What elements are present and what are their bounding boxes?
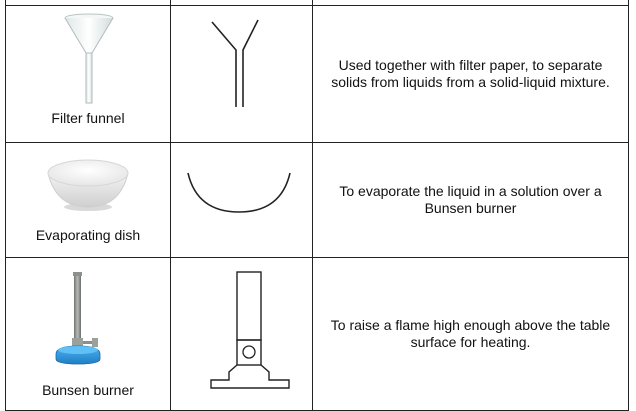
row-description: To raise a flame high enough above the t…	[330, 317, 611, 350]
row-description: Used together with filter paper, to sepa…	[331, 57, 610, 90]
row-evaporating-dish-image-cell: Evaporating dish	[6, 143, 170, 257]
filter-funnel-diagram	[211, 19, 259, 107]
row-name: Filter funnel	[51, 110, 125, 126]
bunsen-burner-diagram	[210, 271, 290, 389]
row-name: Evaporating dish	[35, 227, 141, 243]
row-divider-3	[5, 257, 629, 258]
row-filter-funnel-description: Used together with filter paper, to sepa…	[313, 6, 628, 142]
row-evaporating-dish-description: To evaporate the liquid in a solution ov…	[313, 143, 628, 257]
filter-funnel-photo	[64, 13, 114, 104]
evaporating-dish-photo	[47, 159, 129, 211]
row-divider-2	[5, 142, 629, 143]
row-bunsen-burner-diagram-cell	[171, 258, 312, 410]
row-bunsen-burner-description: To raise a flame high enough above the t…	[313, 258, 628, 410]
table-border-left	[5, 0, 6, 411]
row-filter-funnel-image-cell: Filter funnel	[6, 6, 170, 142]
row-description: To evaporate the liquid in a solution ov…	[339, 183, 602, 216]
column-divider-1	[170, 0, 171, 411]
row-name: Bunsen burner	[42, 382, 134, 398]
row-evaporating-dish-diagram-cell	[171, 143, 312, 257]
table-border-right	[628, 0, 629, 411]
row-bunsen-burner-image-cell: Bunsen burner	[6, 258, 170, 410]
evaporating-dish-diagram	[187, 172, 291, 213]
row-divider-1	[5, 5, 629, 6]
bunsen-burner-photo	[55, 272, 101, 365]
row-filter-funnel-diagram-cell	[171, 6, 312, 142]
column-divider-2	[312, 0, 313, 411]
